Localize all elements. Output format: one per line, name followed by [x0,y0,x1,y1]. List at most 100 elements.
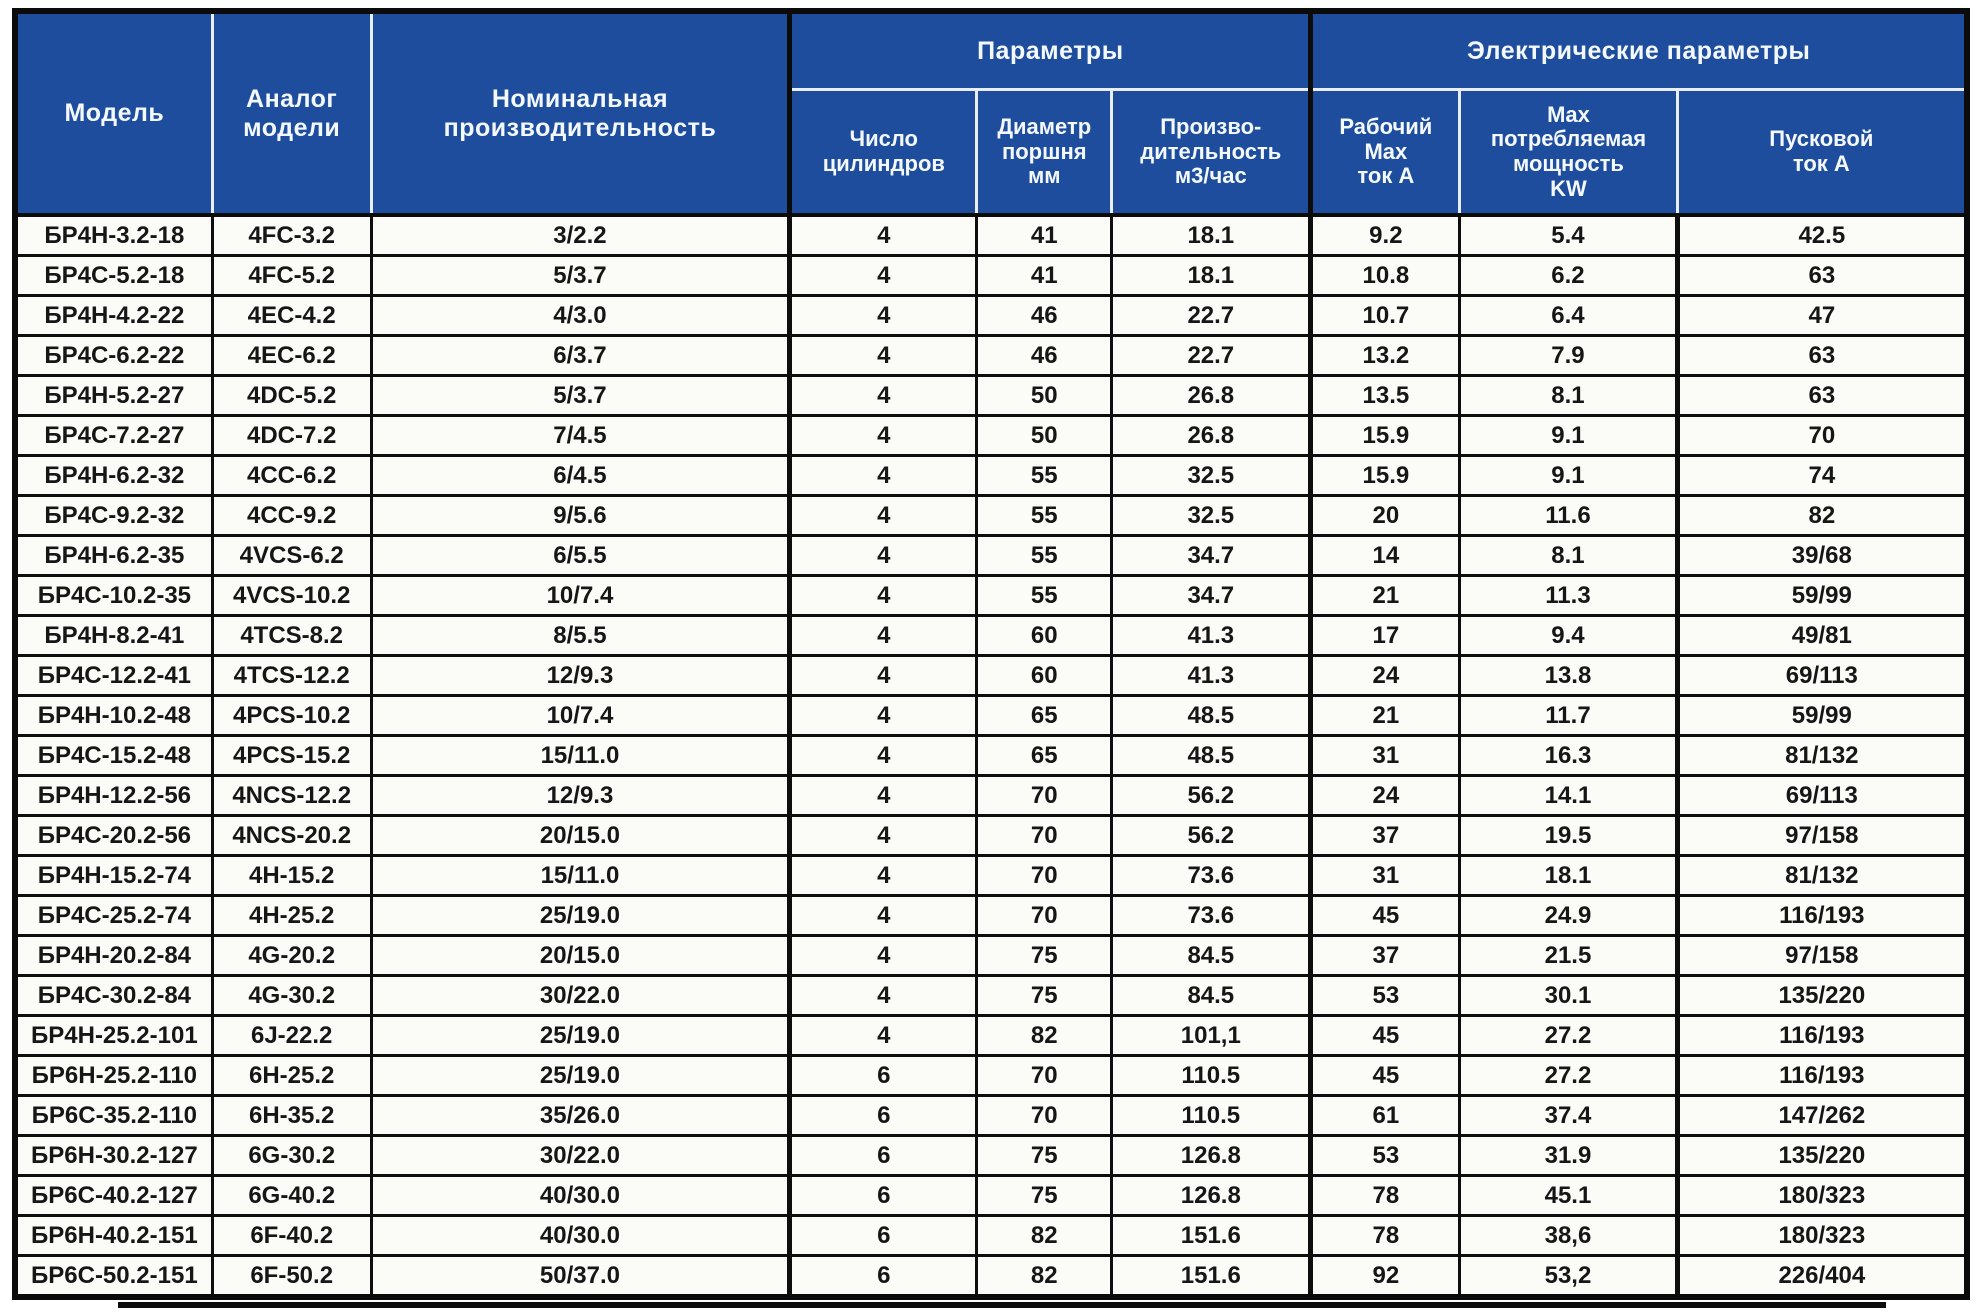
cell-analog: 4TCS-12.2 [210,654,373,697]
cell-cylinders: 4 [787,654,979,697]
cell-analog: 4NCS-12.2 [210,774,373,817]
cell-start_current: 63 [1674,254,1969,297]
cell-productivity: 110.5 [1110,1054,1313,1097]
cell-cylinders: 4 [787,294,979,337]
cell-work_current: 24 [1308,654,1462,697]
cell-nominal: 5/3.7 [369,254,792,297]
cell-productivity: 34.7 [1110,574,1313,617]
cell-nominal: 15/11.0 [369,854,792,897]
cell-piston: 70 [975,1094,1114,1137]
cell-cylinders: 6 [787,1214,979,1257]
cell-max_power: 8.1 [1458,374,1679,417]
cell-work_current: 24 [1308,774,1462,817]
cell-work_current: 31 [1308,734,1462,777]
cell-model: БР6С-40.2-127 [13,1174,214,1217]
cell-cylinders: 6 [787,1254,979,1300]
cell-cylinders: 6 [787,1054,979,1097]
cell-work_current: 21 [1308,574,1462,617]
cell-max_power: 6.4 [1458,294,1679,337]
cell-productivity: 22.7 [1110,334,1313,377]
cell-cylinders: 6 [787,1094,979,1137]
table-row: БР4Н-12.2-56 4NCS-12.2 12/9.3 4 70 56.2 24 14.1… [13,774,1969,817]
cell-analog: 4CC-9.2 [210,494,373,537]
scan-artifact-line [118,1302,1886,1308]
cell-model: БР6С-35.2-110 [13,1094,214,1137]
cell-max_power: 27.2 [1458,1054,1679,1097]
table-row: БР6Н-40.2-151 6F-40.2 40/30.0 6 82 151.6 78 38,… [13,1214,1969,1257]
cell-max_power: 30.1 [1458,974,1679,1017]
cell-analog: 4TCS-8.2 [210,614,373,657]
cell-start_current: 63 [1674,374,1969,417]
cell-piston: 41 [975,213,1114,257]
cell-model: БР4Н-8.2-41 [13,614,214,657]
cell-model: БР4С-9.2-32 [13,494,214,537]
cell-piston: 75 [975,1174,1114,1217]
table-row: БР6Н-30.2-127 6G-30.2 30/22.0 6 75 126.8 53 31.… [13,1134,1969,1177]
cell-nominal: 8/5.5 [369,614,792,657]
cell-piston: 55 [975,574,1114,617]
column-header-cylinders: Число цилиндров [787,88,979,217]
table-row: БР4Н-6.2-35 4VCS-6.2 6/5.5 4 55 34.7 14 8.1 39/6… [13,534,1969,577]
cell-model: БР4Н-4.2-22 [13,294,214,337]
column-header-nominal: Номинальная производительность [369,9,793,217]
table-row: БР4Н-4.2-22 4EC-4.2 4/3.0 4 46 22.7 10.7 6.4 47 [13,294,1969,337]
cell-nominal: 5/3.7 [369,374,792,417]
cell-start_current: 97/158 [1674,934,1969,977]
table-row: БР4С-7.2-27 4DC-7.2 7/4.5 4 50 26.8 15.9 9.1 70 [13,414,1969,457]
cell-max_power: 38,6 [1458,1214,1679,1257]
cell-model: БР6Н-25.2-110 [13,1054,214,1097]
header-group-row: Модель Аналог модели Номинальная произво… [12,9,1970,217]
cell-start_current: 69/113 [1674,774,1969,817]
cell-analog: 6F-50.2 [210,1254,373,1300]
group-header-parameters: Параметры [788,9,1314,91]
cell-nominal: 30/22.0 [369,974,792,1017]
cell-piston: 65 [975,734,1114,777]
cell-work_current: 78 [1308,1174,1462,1217]
cell-analog: 4G-30.2 [210,974,373,1017]
cell-cylinders: 4 [787,974,979,1017]
cell-work_current: 9.2 [1308,213,1462,257]
cell-nominal: 20/15.0 [369,934,792,977]
table-row: БР4Н-6.2-32 4CC-6.2 6/4.5 4 55 32.5 15.9 9.1 74 [13,454,1969,497]
cell-cylinders: 6 [787,1134,979,1177]
cell-max_power: 11.7 [1458,694,1679,737]
cell-cylinders: 4 [787,213,979,257]
cell-work_current: 15.9 [1308,454,1462,497]
cell-work_current: 13.5 [1308,374,1462,417]
cell-cylinders: 4 [787,494,979,537]
cell-work_current: 45 [1308,1054,1462,1097]
cell-nominal: 15/11.0 [369,734,792,777]
cell-work_current: 37 [1308,814,1462,857]
table-row: БР4С-12.2-41 4TCS-12.2 12/9.3 4 60 41.3 24 13.8… [13,654,1969,697]
cell-piston: 70 [975,814,1114,857]
cell-cylinders: 4 [787,334,979,377]
cell-productivity: 84.5 [1110,974,1313,1017]
cell-model: БР4Н-12.2-56 [13,774,214,817]
cell-cylinders: 4 [787,574,979,617]
cell-piston: 65 [975,694,1114,737]
cell-start_current: 63 [1674,334,1969,377]
cell-max_power: 9.4 [1458,614,1679,657]
cell-cylinders: 4 [787,774,979,817]
group-header-electric: Электрические параметры [1309,9,1970,91]
cell-max_power: 27.2 [1458,1014,1679,1057]
cell-piston: 70 [975,1054,1114,1097]
cell-nominal: 12/9.3 [369,774,792,817]
cell-model: БР4Н-5.2-27 [13,374,214,417]
cell-nominal: 10/7.4 [369,574,792,617]
cell-analog: 4VCS-10.2 [210,574,373,617]
cell-start_current: 147/262 [1674,1094,1969,1137]
cell-nominal: 4/3.0 [369,294,792,337]
cell-analog: 6F-40.2 [210,1214,373,1257]
cell-work_current: 13.2 [1308,334,1462,377]
cell-model: БР4С-30.2-84 [13,974,214,1017]
cell-nominal: 25/19.0 [369,894,792,937]
cell-start_current: 116/193 [1674,1014,1969,1057]
cell-max_power: 9.1 [1458,454,1679,497]
cell-nominal: 40/30.0 [369,1214,792,1257]
cell-productivity: 32.5 [1110,454,1313,497]
cell-nominal: 25/19.0 [369,1054,792,1097]
cell-start_current: 70 [1674,414,1969,457]
cell-max_power: 5.4 [1458,213,1679,257]
cell-analog: 4DC-5.2 [210,374,373,417]
